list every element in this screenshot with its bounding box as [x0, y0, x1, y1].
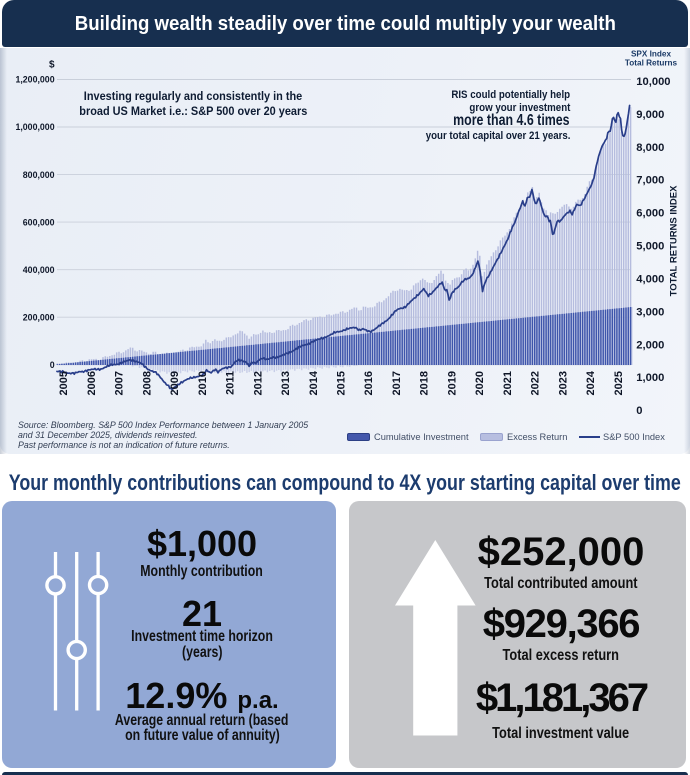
svg-text:800,000: 800,000 — [23, 170, 55, 180]
svg-text:2015: 2015 — [336, 371, 348, 395]
svg-text:1,200,000: 1,200,000 — [15, 75, 54, 85]
svg-text:2021: 2021 — [502, 371, 514, 395]
svg-text:2006: 2006 — [86, 371, 98, 395]
svg-text:2014: 2014 — [308, 370, 320, 395]
svg-text:2016: 2016 — [363, 371, 375, 395]
svg-text:2013: 2013 — [280, 371, 292, 395]
svg-text:7,000: 7,000 — [636, 175, 664, 187]
svg-text:5,000: 5,000 — [636, 241, 664, 253]
svg-text:2022: 2022 — [530, 371, 542, 395]
svg-text:1,000: 1,000 — [636, 372, 664, 384]
svg-text:6,000: 6,000 — [636, 208, 664, 220]
svg-text:2009: 2009 — [169, 371, 181, 395]
svg-text:2020: 2020 — [474, 371, 486, 395]
svg-text:2012: 2012 — [252, 371, 264, 395]
svg-text:2023: 2023 — [557, 371, 569, 395]
svg-text:9,000: 9,000 — [636, 109, 664, 121]
svg-text:2005: 2005 — [58, 371, 70, 395]
svg-text:2,000: 2,000 — [636, 339, 664, 351]
svg-text:$: $ — [49, 60, 55, 71]
svg-text:3,000: 3,000 — [636, 306, 664, 318]
svg-text:10,000: 10,000 — [636, 76, 670, 88]
svg-text:0: 0 — [636, 405, 642, 417]
svg-text:0: 0 — [50, 360, 55, 370]
svg-text:2017: 2017 — [391, 371, 403, 395]
svg-text:Total Returns: Total Returns — [625, 59, 678, 68]
svg-text:TOTAL RETURNS INDEX: TOTAL RETURNS INDEX — [669, 185, 680, 297]
svg-text:2007: 2007 — [114, 371, 126, 395]
svg-text:2024: 2024 — [585, 370, 597, 395]
svg-text:2010: 2010 — [197, 371, 209, 395]
svg-text:2018: 2018 — [419, 371, 431, 395]
svg-text:SPX Index: SPX Index — [631, 50, 671, 59]
svg-text:2011: 2011 — [225, 371, 237, 395]
svg-text:8,000: 8,000 — [636, 142, 664, 154]
svg-text:200,000: 200,000 — [23, 312, 55, 322]
svg-text:400,000: 400,000 — [23, 265, 55, 275]
svg-text:1,000,000: 1,000,000 — [15, 122, 54, 132]
svg-text:2025: 2025 — [613, 371, 625, 395]
svg-text:2008: 2008 — [141, 371, 153, 395]
svg-text:4,000: 4,000 — [636, 274, 664, 286]
svg-text:600,000: 600,000 — [23, 217, 55, 227]
svg-text:2019: 2019 — [446, 371, 458, 395]
